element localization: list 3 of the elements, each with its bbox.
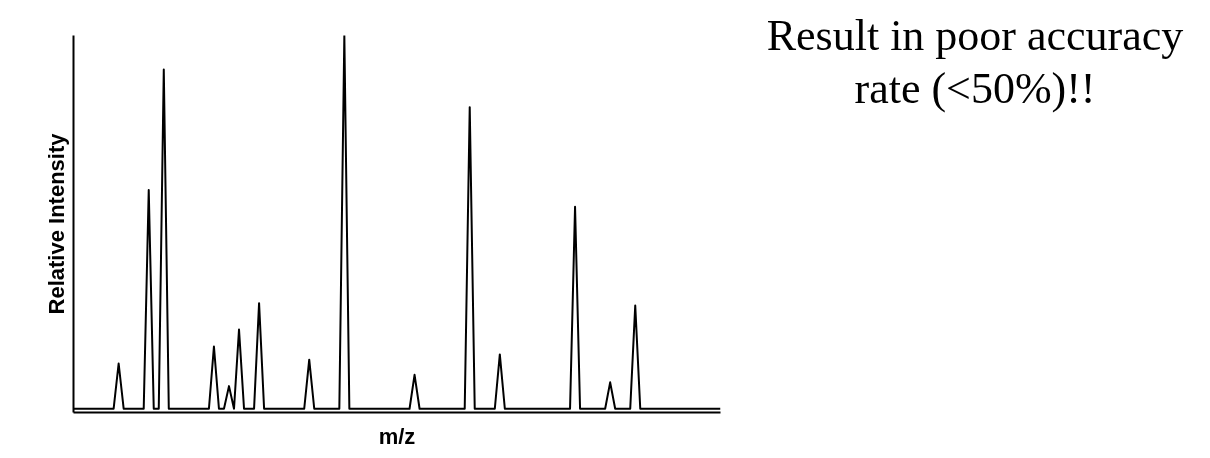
text: Result in poor accuracy rate (<50%)!!: [765, 10, 1185, 115]
x-axis-title: m/z: [378, 423, 416, 449]
y-axis-title: Relative Intensity: [43, 132, 69, 315]
